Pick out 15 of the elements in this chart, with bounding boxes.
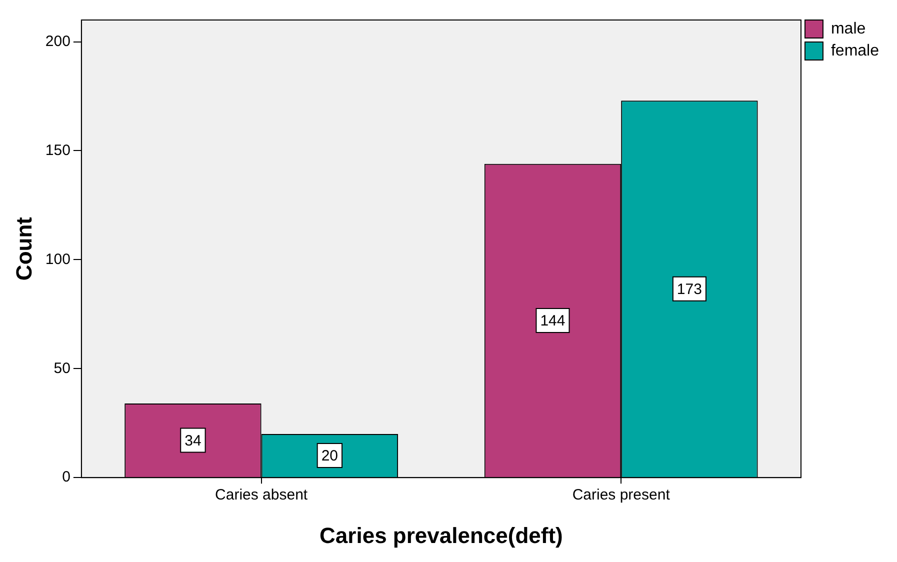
data-label: 173 <box>676 281 702 298</box>
y-tick-label: 150 <box>45 142 70 159</box>
y-tick-label: 200 <box>45 32 70 50</box>
data-label: 34 <box>184 432 202 450</box>
x-tick-label: Caries present <box>572 486 671 504</box>
y-tick-label: 0 <box>62 468 70 486</box>
y-tick-label: 100 <box>45 250 70 268</box>
x-axis-title: Caries prevalence(deft) <box>320 522 563 548</box>
data-label: 20 <box>321 448 338 465</box>
data-label: 144 <box>540 312 566 330</box>
y-axis-title: Count <box>11 216 36 281</box>
x-tick-label: Caries absent <box>215 486 308 504</box>
legend-label: male <box>830 20 866 38</box>
y-tick-label: 50 <box>54 360 70 377</box>
legend-label: female <box>830 42 880 60</box>
